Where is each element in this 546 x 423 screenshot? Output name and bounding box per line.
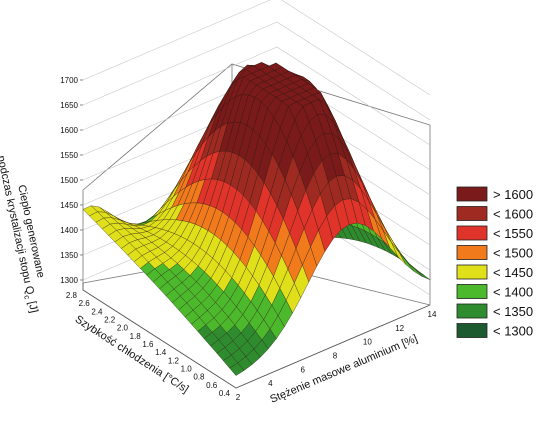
z-axis-label: Ciepło generowanepodczas krystalizacji s… (0, 152, 53, 315)
legend-label: < 1600 (493, 207, 533, 222)
legend-label: < 1350 (493, 304, 533, 319)
legend-swatch (456, 284, 488, 299)
z-tick-label: 1550 (60, 151, 78, 160)
wall-gridline (82, 21, 431, 121)
x-tick-label: 4 (268, 379, 273, 388)
legend-swatch (456, 245, 488, 260)
y-tick-label: 2.6 (79, 299, 91, 308)
y-tick-label: 0.8 (193, 373, 205, 382)
z-axis-label-unit: [J] (25, 297, 40, 314)
legend: > 1600 < 1600 < 1550 < 1500 < 1450 < 1400 < 13… (456, 186, 533, 339)
y-tick-label: 1.0 (181, 365, 193, 374)
legend-label: < 1500 (493, 246, 533, 261)
y-tick-label: 1.4 (155, 348, 167, 357)
z-tick-label: 1500 (60, 176, 78, 185)
legend-item: < 1600 (456, 206, 533, 222)
y-axis-label: Szybkość chłodzenia [°C/s] (73, 313, 191, 395)
surface-cell (229, 362, 245, 376)
legend-item: < 1400 (456, 284, 533, 300)
legend-label: < 1450 (493, 265, 533, 280)
y-tick-label: 0.4 (219, 389, 231, 398)
legend-item: < 1550 (456, 225, 533, 241)
legend-item: < 1450 (456, 264, 533, 280)
z-tick-label: 1300 (60, 276, 78, 285)
z-tick-label: 1350 (60, 251, 78, 260)
x-tick-label: 14 (428, 310, 437, 319)
z-axis-label-subscript: c (22, 294, 32, 300)
z-tick-label: 1450 (60, 201, 78, 210)
legend-swatch (456, 186, 488, 202)
legend-swatch (456, 323, 488, 338)
floor-edges (82, 283, 431, 389)
wall-gridline (82, 0, 431, 96)
y-tick-label: 1.6 (142, 340, 154, 349)
x-axis-label: Stężenie masowe aluminium [%] (268, 333, 419, 406)
z-tick-label: 1600 (60, 126, 78, 135)
legend-swatch (456, 264, 488, 280)
surface (82, 62, 431, 376)
x-tick-label: 6 (300, 365, 305, 374)
wall-gridline (82, 46, 431, 146)
axis-ticks: 1300135014001450150015501600165017000.40… (60, 76, 437, 402)
y-tick-label: 2.2 (104, 316, 116, 325)
legend-swatch (456, 303, 488, 319)
y-tick-label: 2.4 (91, 307, 103, 316)
y-tick-label: 1.8 (130, 332, 142, 341)
z-tick-label: 1700 (60, 76, 78, 85)
legend-label: > 1600 (493, 187, 533, 202)
x-tick-label: 2 (236, 393, 241, 402)
y-tick-label: 2.0 (117, 324, 129, 333)
x-tick-label: 10 (363, 338, 372, 347)
legend-item: < 1350 (456, 303, 533, 319)
legend-swatch (456, 206, 488, 221)
legend-label: < 1400 (493, 285, 533, 300)
legend-item: > 1600 (456, 186, 533, 202)
x-tick-label: 12 (395, 324, 404, 333)
legend-label: < 1550 (493, 226, 533, 241)
z-tick-label: 1650 (60, 101, 78, 110)
legend-item: < 1500 (456, 245, 533, 261)
legend-label: < 1300 (493, 324, 533, 339)
y-tick-label: 1.2 (168, 356, 180, 365)
y-tick-label: 0.6 (206, 381, 218, 390)
legend-item: < 1300 (456, 323, 533, 339)
legend-swatch (456, 225, 488, 241)
y-tick-label: 2.8 (66, 291, 78, 300)
z-tick-label: 1400 (60, 226, 78, 235)
x-tick-label: 8 (333, 352, 338, 361)
